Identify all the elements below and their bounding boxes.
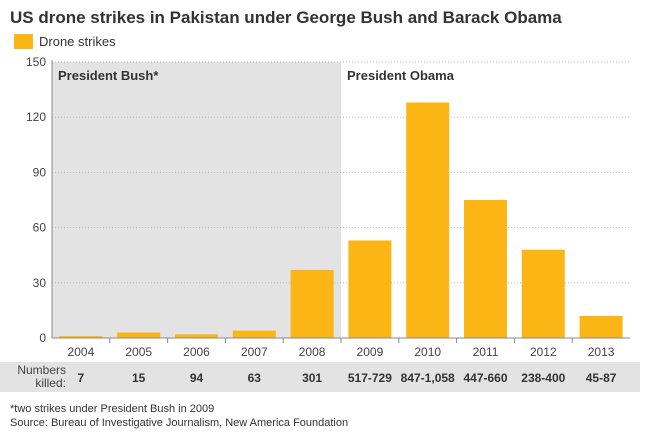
y-tick-label: 60 — [33, 221, 47, 235]
numbers-killed-row: Numbers killed: 7 15 94 63 301 517-729 847-1,0… — [0, 362, 640, 392]
bar-2012 — [521, 249, 565, 338]
bar-2009 — [348, 240, 392, 338]
bar-2006 — [175, 334, 218, 338]
x-tick-label-2008: 2008 — [299, 345, 326, 359]
numbers-killed-2005: 15 — [132, 371, 146, 385]
bar-2013 — [579, 315, 623, 338]
numbers-killed-2009: 517-729 — [347, 371, 392, 385]
x-tick-label-2004: 2004 — [68, 345, 95, 359]
numbers-killed-label-line1: Numbers — [17, 363, 66, 377]
legend-label: Drone strikes — [39, 33, 116, 49]
x-tick-label-2012: 2012 — [530, 345, 557, 359]
x-tick-label-2009: 2009 — [357, 345, 384, 359]
bar-2007 — [232, 330, 276, 338]
chart-title: US drone strikes in Pakistan under Georg… — [10, 8, 562, 27]
y-tick-label: 150 — [26, 55, 46, 69]
annotation-president-bush: President Bush* — [58, 68, 159, 83]
x-tick-label-2010: 2010 — [414, 345, 441, 359]
bar-2008 — [290, 269, 334, 338]
x-tick-label-2005: 2005 — [125, 345, 152, 359]
x-tick-label-2011: 2011 — [473, 345, 499, 359]
footnote: *two strikes under President Bush in 200… — [10, 403, 215, 415]
annotation-president-obama: President Obama — [347, 68, 455, 83]
numbers-killed-2008: 301 — [302, 371, 323, 385]
x-tick-label-2007: 2007 — [241, 345, 268, 359]
y-tick-label: 0 — [39, 331, 46, 345]
y-tick-label: 120 — [26, 110, 46, 124]
numbers-killed-label-line2: killed: — [35, 376, 66, 390]
bar-2005 — [117, 332, 161, 338]
bar-2011 — [464, 200, 507, 338]
bar-2010 — [406, 102, 450, 338]
numbers-killed-2012: 238-400 — [521, 371, 566, 385]
legend-swatch — [14, 33, 33, 49]
numbers-killed-2004: 7 — [77, 371, 85, 385]
bar-2004 — [59, 336, 103, 338]
y-tick-label: 90 — [33, 165, 47, 179]
y-tick-label: 30 — [33, 276, 47, 290]
numbers-killed-2007: 63 — [247, 371, 261, 385]
bar-chart: 0 30 60 90 120 150 2004 2005 2006 2007 2008 2009 201… — [26, 55, 630, 359]
numbers-killed-2010: 847-1,058 — [400, 371, 455, 385]
numbers-killed-2013: 45-87 — [585, 371, 617, 385]
legend: Drone strikes — [14, 33, 116, 49]
numbers-killed-label: Numbers killed: — [0, 364, 66, 390]
numbers-killed-2006: 94 — [189, 371, 204, 385]
notes: *two strikes under President Bush in 200… — [10, 402, 348, 430]
x-tick-label-2013: 2013 — [588, 345, 615, 359]
numbers-killed-2011: 447-660 — [463, 371, 508, 385]
x-tick-label-2006: 2006 — [183, 345, 210, 359]
source-note: Source: Bureau of Investigative Journali… — [10, 417, 349, 429]
